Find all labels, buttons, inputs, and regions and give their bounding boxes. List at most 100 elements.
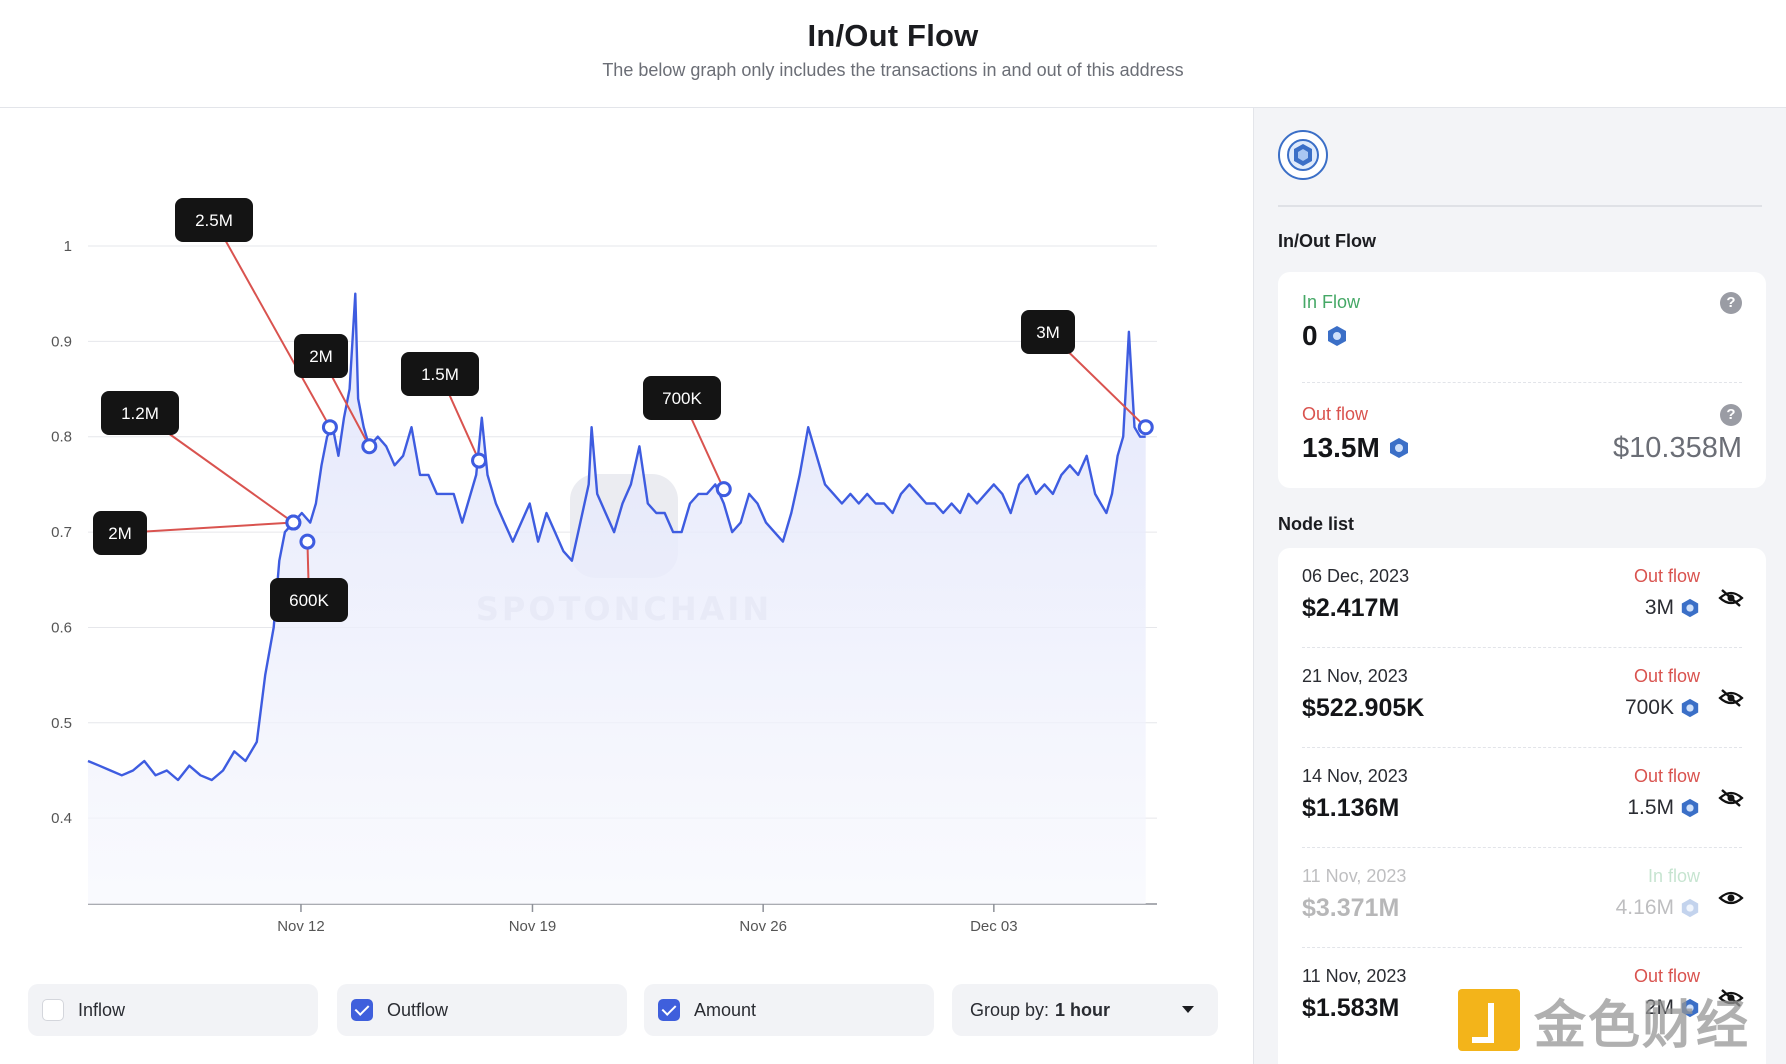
token-icon (1681, 698, 1699, 718)
watermark-text: 金色财经 (1534, 995, 1751, 1056)
node-item[interactable]: 14 Nov, 2023 $1.136M Out flow 1.5M (1278, 748, 1766, 848)
eye-off-icon[interactable] (1718, 588, 1744, 608)
x-tick-label: Dec 03 (970, 918, 1018, 935)
eye-off-icon[interactable] (1718, 688, 1744, 708)
node-amount: 1.5M (1627, 796, 1700, 820)
watermark-logo-icon (1458, 989, 1520, 1051)
node-date: 21 Nov, 2023 (1302, 666, 1408, 686)
node-usd: $2.417M (1302, 594, 1400, 622)
node-amount: 2M (1645, 996, 1700, 1020)
x-tick-label: Nov 26 (739, 918, 787, 935)
y-tick-label: 0.8 (51, 429, 72, 446)
x-tick-label: Nov 12 (277, 918, 325, 935)
flow-summary-card: In Flow ? 0 Out flow ? 13.5M $10.358M (1278, 272, 1766, 488)
node-divider (1302, 947, 1742, 948)
group-by-label: Group by: (970, 999, 1050, 1020)
page-title: In/Out Flow (807, 18, 979, 53)
node-list-title: Node list (1278, 514, 1355, 534)
callout-label: 3M (1036, 323, 1060, 342)
node-item[interactable]: 21 Nov, 2023 $522.905K Out flow 700K (1278, 648, 1766, 748)
callout-point (715, 481, 732, 498)
callout-box (1021, 310, 1075, 354)
node-amount-value: 1.5M (1627, 796, 1674, 819)
token-icon (1681, 598, 1699, 618)
group-by-select[interactable]: Group by: 1 hour (952, 984, 1218, 1036)
series-area (88, 293, 1146, 904)
node-item[interactable]: 11 Nov, 2023 $3.371M In flow 4.16M (1278, 848, 1766, 948)
node-amount: 700K (1625, 696, 1700, 720)
side-divider (1278, 205, 1762, 207)
callout-label: 1.5M (421, 365, 459, 384)
amount-toggle[interactable]: Amount (644, 984, 934, 1036)
eye-off-icon[interactable] (1718, 988, 1744, 1008)
token-logo-icon (1278, 130, 1328, 180)
node-date: 06 Dec, 2023 (1302, 566, 1410, 586)
help-icon[interactable]: ? (1720, 292, 1742, 314)
in-flow-label: In Flow (1302, 292, 1361, 312)
token-icon (1681, 898, 1699, 918)
y-tick-label: 0.5 (51, 715, 72, 732)
eye-off-icon[interactable] (1718, 788, 1744, 808)
y-tick-label: 0.7 (51, 524, 72, 541)
in-flow-value: 0 (1302, 320, 1348, 352)
node-amount: 4.16M (1616, 896, 1700, 920)
help-icon[interactable]: ? (1720, 404, 1742, 426)
callout-label: 2.5M (195, 211, 233, 230)
eye-icon[interactable] (1718, 888, 1744, 908)
page-subtitle: The below graph only includes the transa… (602, 60, 1184, 80)
callout-point (299, 533, 316, 550)
in-flow-amount: 0 (1302, 320, 1318, 351)
node-item[interactable]: 06 Dec, 2023 $2.417M Out flow 3M (1278, 548, 1766, 648)
node-kind: Out flow (1633, 566, 1700, 586)
node-kind: Out flow (1633, 766, 1700, 786)
flow-divider (1302, 382, 1742, 383)
y-tick-label: 1 (64, 238, 72, 255)
node-list: 06 Dec, 2023 $2.417M Out flow 3M 21 Nov,… (1278, 548, 1766, 1064)
x-tick-label: Nov 19 (509, 918, 557, 935)
out-flow-usd: $10.358M (1613, 432, 1742, 464)
callout-box (643, 376, 721, 420)
callout-label: 2M (309, 347, 333, 366)
chevron-down-icon (1182, 1006, 1194, 1013)
node-amount-value: 4.16M (1615, 896, 1674, 919)
callout-point (1137, 419, 1154, 436)
callout-label: 2M (108, 524, 132, 543)
node-amount-value: 3M (1644, 596, 1674, 619)
inflow-label: Inflow (78, 999, 126, 1020)
amount-checkbox[interactable] (658, 999, 680, 1021)
group-by-value: 1 hour (1055, 999, 1111, 1020)
callout-label: 600K (289, 591, 329, 610)
token-icon (1681, 998, 1699, 1018)
callout-label: 1.2M (121, 404, 159, 423)
callout-point (361, 438, 378, 455)
out-flow-label: Out flow (1302, 404, 1369, 424)
node-item[interactable]: 11 Nov, 2023 $1.583M Out flow 2M (1278, 948, 1766, 1048)
side-panel: In/Out Flow In Flow ? 0 Out flow ? 13.5M… (1254, 108, 1786, 1064)
out-flow-amount: 13.5M (1302, 432, 1380, 463)
outflow-label: Outflow (387, 999, 449, 1020)
callout-box (93, 511, 147, 555)
series-line (87, 292, 1146, 782)
outflow-checkbox[interactable] (351, 999, 373, 1021)
node-date: 11 Nov, 2023 (1302, 866, 1407, 886)
callout-leader (119, 521, 294, 534)
inflow-toggle[interactable]: Inflow (28, 984, 318, 1036)
callout-box (294, 334, 348, 378)
inflow-checkbox[interactable] (42, 999, 64, 1021)
side-title: In/Out Flow (1278, 231, 1376, 251)
node-divider (1302, 847, 1742, 848)
token-icon (1327, 326, 1346, 346)
callout-box (401, 352, 479, 396)
chart-area: 1 0.9 0.8 0.7 0.6 0.5 0.4 Nov 12 Nov 19 Nov 26 Dec… (0, 108, 1253, 1064)
node-divider (1302, 647, 1742, 648)
node-usd: $1.136M (1302, 794, 1400, 822)
node-usd: $3.371M (1302, 894, 1400, 922)
node-divider (1302, 747, 1742, 748)
outflow-toggle[interactable]: Outflow (337, 984, 627, 1036)
callout-box (270, 578, 348, 622)
page-header: In/Out Flow The below graph only include… (0, 0, 1786, 108)
node-amount: 3M (1645, 596, 1700, 620)
amount-label: Amount (694, 999, 757, 1020)
callout-point (285, 514, 302, 531)
panel-divider (1253, 108, 1254, 1064)
